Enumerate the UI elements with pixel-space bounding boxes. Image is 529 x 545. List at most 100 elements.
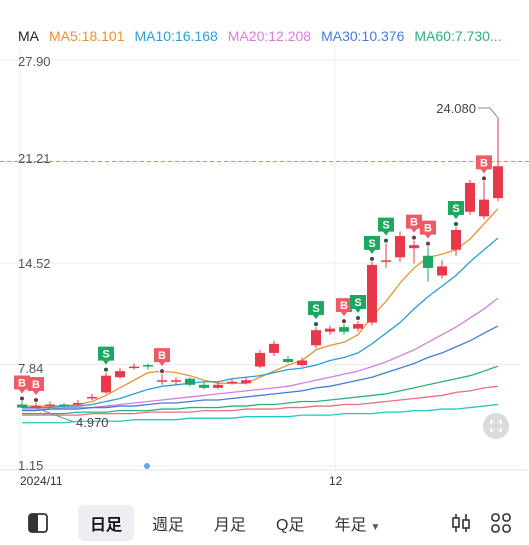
signal-dot (425, 240, 431, 247)
candle-body (185, 378, 195, 385)
candle-body (479, 199, 489, 217)
ma-label: MA (18, 28, 39, 44)
tab-yearly[interactable]: 年足 ▼ (323, 505, 393, 541)
signal-letter: S (312, 303, 319, 315)
signal-dot (313, 321, 319, 328)
tab-weekly[interactable]: 週足 (152, 516, 185, 534)
signal-flag (14, 375, 30, 394)
buy-signal-marker[interactable]: B (14, 375, 30, 402)
signal-flag (98, 346, 114, 365)
signal-letter: B (480, 157, 488, 169)
candle-body (73, 403, 83, 405)
grid-layout-button[interactable] (481, 507, 521, 539)
ma-line (22, 325, 499, 412)
candle-body (381, 260, 391, 262)
ma5-label: MA5:18.101 (49, 28, 125, 44)
signal-letter: B (410, 217, 418, 229)
candle-body (409, 245, 419, 249)
ma10-label: MA10:16.168 (134, 28, 218, 44)
candle-body (465, 182, 475, 212)
ma60-label: MA60:7.730... (414, 28, 502, 44)
signal-letter: B (32, 379, 40, 391)
buy-signal-marker[interactable]: B (336, 298, 352, 325)
sell-signal-marker[interactable]: S (364, 235, 380, 262)
signal-flag (336, 298, 352, 317)
buy-signal-marker[interactable]: B (420, 220, 436, 247)
signal-letter: S (368, 238, 375, 250)
ma-line (22, 297, 499, 410)
signal-letter: B (18, 377, 26, 389)
signal-dot (341, 318, 347, 325)
tab-daily[interactable]: 日足 (78, 504, 135, 541)
sell-signal-marker[interactable]: S (98, 346, 114, 373)
expand-icon (490, 420, 502, 432)
signal-dot (383, 237, 389, 244)
candle-body (59, 404, 69, 407)
signal-dot (103, 366, 109, 373)
candle-body (31, 406, 41, 408)
buy-signal-marker[interactable]: B (406, 214, 422, 241)
buy-signal-marker[interactable]: B (28, 377, 44, 404)
sell-signal-marker[interactable]: S (308, 301, 324, 328)
signal-letter: S (102, 349, 109, 361)
candle-body (227, 381, 237, 384)
signal-dot (369, 255, 375, 262)
buy-signal-marker[interactable]: B (476, 155, 492, 182)
candle-style-button[interactable] (441, 507, 481, 539)
signal-letter: B (158, 350, 166, 362)
signal-letter: S (452, 203, 459, 215)
event-marker-dot (144, 463, 150, 469)
signal-letter: S (382, 220, 389, 232)
signal-dot (453, 220, 459, 227)
signal-flag (364, 235, 380, 254)
signal-flag (28, 377, 44, 396)
y-tick-label: 14.52 (18, 256, 51, 271)
signal-flag (406, 214, 422, 233)
candle-body (297, 360, 307, 366)
ma20-label: MA20:12.208 (227, 28, 312, 44)
candle-body (339, 327, 349, 332)
expand-chart-button[interactable] (483, 413, 509, 439)
candle-body (325, 328, 335, 332)
ma-line (22, 403, 499, 424)
candle-body (255, 352, 265, 367)
y-tick-label: 7.84 (18, 361, 44, 376)
sell-signal-marker[interactable]: S (350, 295, 366, 322)
candle-body (129, 366, 139, 369)
signal-dot (355, 315, 361, 322)
signal-flag (154, 348, 170, 367)
ma-legend: MA MA5:18.101 MA10:16.168 MA20:12.208 MA… (18, 28, 502, 44)
chevron-down-icon: ▼ (370, 521, 381, 533)
signal-dot (19, 395, 25, 402)
candle-body (101, 375, 111, 393)
candle-body (45, 404, 55, 407)
candle-body (199, 384, 209, 388)
buy-signal-marker[interactable]: B (154, 348, 170, 375)
signal-dot (159, 368, 165, 375)
ma-line (22, 208, 499, 407)
candle-body (241, 380, 251, 384)
y-tick-label: 1.15 (18, 458, 44, 473)
candle-body (367, 264, 377, 323)
signal-flag (378, 217, 394, 236)
sell-signal-marker[interactable]: S (448, 200, 464, 227)
signal-letter: S (354, 297, 361, 309)
candle-body (437, 266, 447, 276)
sidebar-toggle-button[interactable] (18, 507, 58, 539)
sell-signal-marker[interactable]: S (378, 217, 394, 244)
candle-body (451, 229, 461, 250)
tab-monthly[interactable]: 月足 (214, 516, 247, 534)
tab-quarterly[interactable]: Q足 (276, 516, 305, 534)
candle-body (311, 330, 321, 346)
ma-line (22, 365, 499, 415)
low-leader-line (35, 407, 75, 423)
signal-dot (481, 175, 487, 182)
y-tick-label: 27.90 (18, 54, 51, 69)
candle-body (269, 343, 279, 353)
candlestick-chart[interactable]: B B S B S B S S S B B S B 24.080 4.970 27.90 21.21 14.… (0, 50, 529, 500)
candle-body (213, 384, 223, 388)
candle-body (115, 371, 125, 378)
candle-body (143, 365, 153, 367)
period-toolbar: 日足 週足 月足 Q足 年足 ▼ (0, 500, 529, 545)
